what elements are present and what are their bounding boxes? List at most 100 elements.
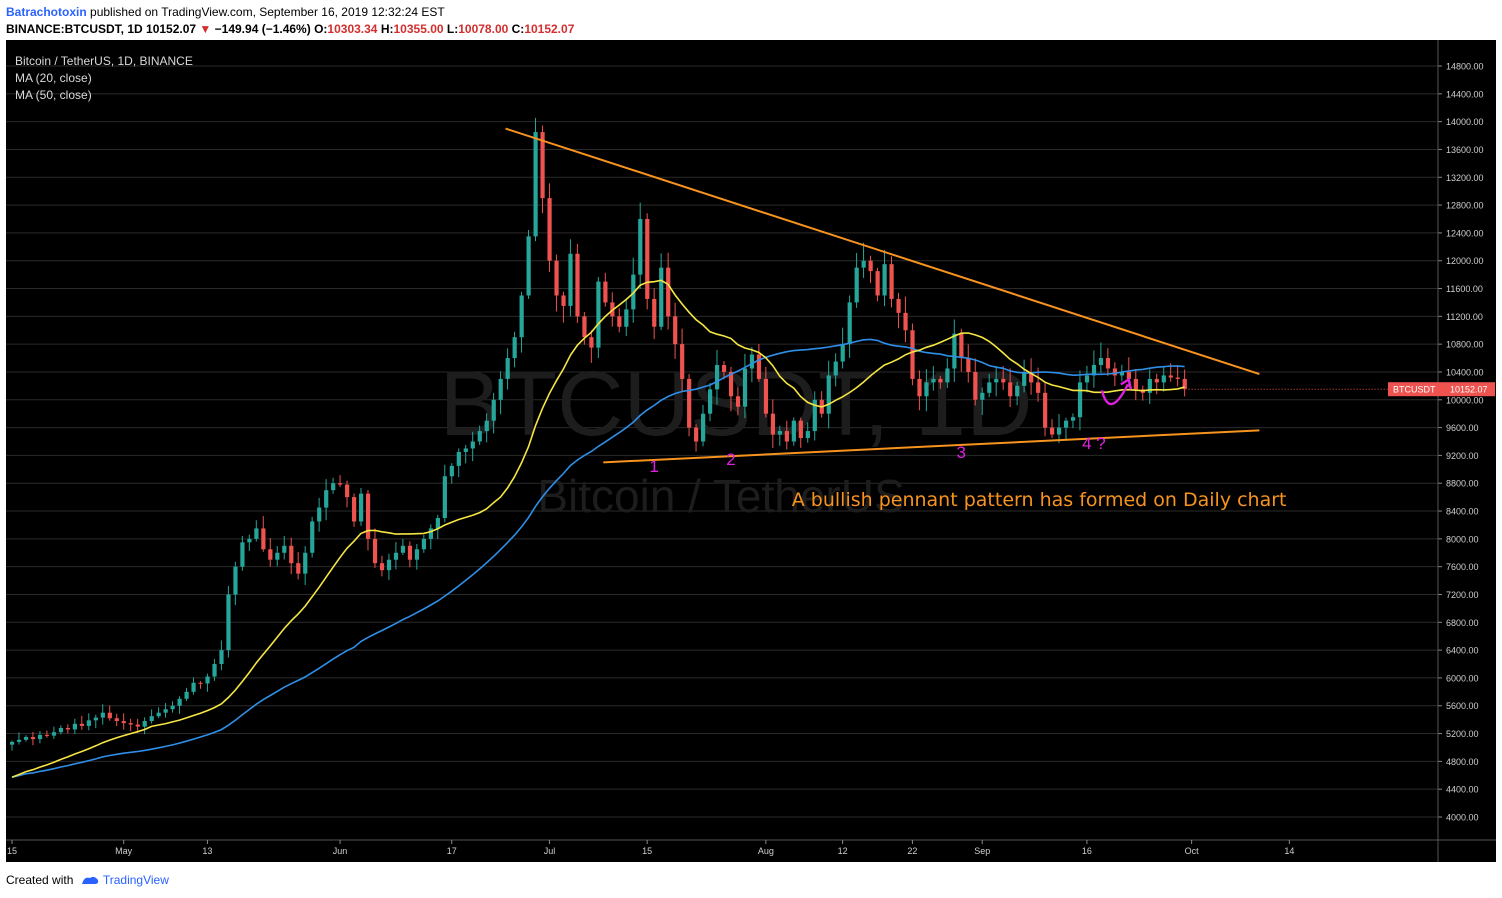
candle-body <box>931 378 936 383</box>
ma50-line <box>11 338 1185 778</box>
candle-body <box>282 545 287 553</box>
candle-body <box>540 132 545 199</box>
candle-body <box>861 260 866 268</box>
open-value: 10303.34 <box>327 22 378 36</box>
candle-body <box>205 676 210 684</box>
candle-body <box>1126 371 1131 379</box>
price-tick-label: 9200.00 <box>1446 451 1479 461</box>
candle-body <box>407 545 413 560</box>
candle-body <box>107 712 112 719</box>
candle-body <box>435 517 440 529</box>
legend-ma50[interactable]: MA (50, close) <box>15 88 92 102</box>
candle-body <box>673 316 678 345</box>
close-value: 10152.07 <box>524 22 575 36</box>
time-tick-label: Oct <box>1185 846 1200 856</box>
tradingview-link[interactable]: TradingView <box>102 873 169 887</box>
candle-body <box>226 594 231 651</box>
candle-body <box>519 295 524 338</box>
candle-body <box>198 682 203 684</box>
candle-body <box>275 552 280 560</box>
price-tick-label: 6800.00 <box>1446 618 1479 628</box>
candle-body <box>798 420 803 439</box>
candle-body <box>58 727 64 733</box>
candle-body <box>289 545 294 564</box>
candle-body <box>708 389 713 414</box>
price-tick-label: 7200.00 <box>1446 590 1479 600</box>
candle-body <box>191 682 196 692</box>
candle-body <box>973 371 978 400</box>
watermark-name: Bitcoin / TetherUS <box>537 470 904 522</box>
candle-body <box>30 737 36 740</box>
candle-body <box>10 741 15 745</box>
candle-body <box>1008 382 1013 397</box>
candle-body <box>1147 378 1152 393</box>
candle-body <box>680 344 685 379</box>
candle-body <box>16 739 22 742</box>
candle-body <box>142 721 147 727</box>
candle-body <box>1112 368 1118 376</box>
candle-body <box>498 378 503 400</box>
high-label: H: <box>380 22 394 36</box>
author-name[interactable]: Batrachotoxin <box>6 5 87 19</box>
candle-body <box>959 333 964 359</box>
price-tick-label: 10000.00 <box>1446 395 1484 405</box>
price-tick-label: 9600.00 <box>1446 423 1479 433</box>
candle-body <box>338 483 343 485</box>
candle-body <box>840 344 845 362</box>
candle-body <box>1182 378 1187 390</box>
low-label: L: <box>446 22 459 36</box>
annotation-point: 2 <box>726 450 735 469</box>
candle-body <box>456 451 461 466</box>
candle-body <box>1119 371 1125 376</box>
price-tick-label: 10400.00 <box>1446 367 1484 377</box>
candle-body <box>400 545 406 553</box>
candle-body <box>784 431 789 442</box>
candle-body <box>1022 371 1027 386</box>
time-tick-label: 15 <box>7 846 17 856</box>
candle-body <box>219 650 224 665</box>
moving-averages <box>11 279 1185 778</box>
price-tick-label: 4400.00 <box>1446 785 1479 795</box>
candle-body <box>414 549 420 560</box>
candle-body <box>254 528 259 539</box>
candle-body <box>505 358 510 379</box>
legend-ma20[interactable]: MA (20, close) <box>15 71 92 85</box>
publish-info: published on TradingView.com, September … <box>90 5 445 19</box>
candle-body <box>575 253 580 317</box>
annotation-point: 1 <box>649 457 658 476</box>
candle-body <box>952 333 957 369</box>
axes: 4000.00 4400.00 4800.00 5200.00 5600.00 6000.… <box>6 40 1496 862</box>
candle-body <box>589 337 594 348</box>
candle-body <box>1063 420 1069 428</box>
time-tick-label: Aug <box>758 846 774 856</box>
candle-body <box>903 312 908 331</box>
price-tick-label: 5600.00 <box>1446 701 1479 711</box>
candle-body <box>1098 358 1104 366</box>
candle-body <box>86 720 91 726</box>
candle-body <box>812 399 817 432</box>
candle-body <box>938 378 943 383</box>
footer: Created with TradingView <box>6 873 169 887</box>
low-value: 10078.00 <box>458 22 509 36</box>
candle-body <box>449 465 454 477</box>
candle-body <box>1084 375 1090 383</box>
ma20-line <box>11 279 1185 778</box>
price-tick-label: 10800.00 <box>1446 340 1484 350</box>
trendline-upper <box>505 127 1260 375</box>
time-tick-label: 17 <box>447 846 457 856</box>
candle-body <box>128 723 133 725</box>
price-tick-label: 6400.00 <box>1446 646 1479 656</box>
candle-body <box>735 396 741 407</box>
candle-body <box>65 727 71 730</box>
candle-body <box>296 563 301 574</box>
price-tick-label: 5200.00 <box>1446 729 1479 739</box>
candle-body <box>1050 427 1055 435</box>
curved-arrow-icon <box>1100 383 1129 406</box>
annotations: 1 2 3 4 ? A bullish pennant pattern has form… <box>649 377 1287 511</box>
price-tick-label: 11600.00 <box>1446 284 1483 294</box>
candle-body <box>756 354 762 379</box>
chart-legend: Bitcoin / TetherUS, 1D, BINANCE MA (20, … <box>15 53 193 104</box>
candle-body <box>365 493 371 539</box>
